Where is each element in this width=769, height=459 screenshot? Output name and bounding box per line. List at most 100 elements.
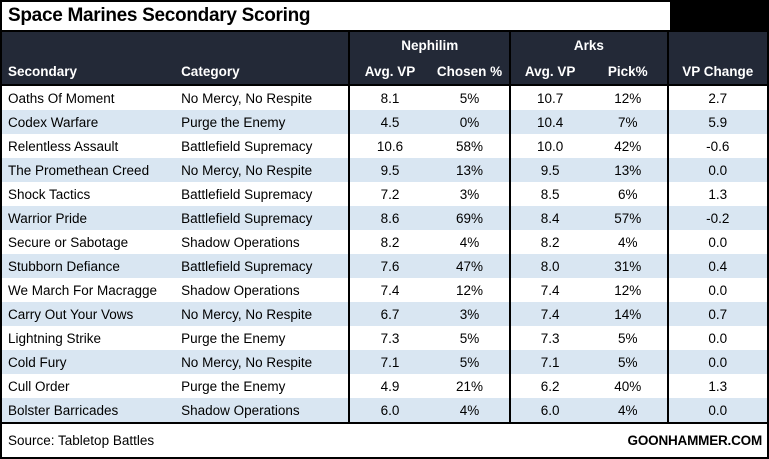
arks-avg-vp-cell: 6.0 — [509, 398, 589, 422]
table-row: Lightning Strike Purge the Enemy 7.3 5% 7.3 5… — [2, 326, 767, 350]
arks-avg-vp-cell: 8.2 — [509, 230, 589, 254]
column-header-neph-avg-vp: Avg. VP — [348, 58, 430, 84]
column-header-arks-avg-vp: Avg. VP — [509, 58, 589, 84]
vp-change-cell: 0.0 — [666, 326, 767, 350]
neph-chosen-cell: 5% — [459, 90, 480, 106]
column-header-category: Category — [181, 63, 240, 79]
group-header-spacer-right — [666, 32, 767, 58]
table-row: Shock Tactics Battlefield Supremacy 7.2 3% 8… — [2, 182, 767, 206]
neph-chosen-cell: 69% — [456, 210, 484, 226]
page-title: Space Marines Secondary Scoring — [8, 5, 311, 26]
table-row: Secure or Sabotage Shadow Operations 8.2 4%… — [2, 230, 767, 254]
table-row: Carry Out Your Vows No Mercy, No Respite 6… — [2, 302, 767, 326]
neph-chosen-cell: 5% — [459, 330, 480, 346]
arks-pick-cell: 57% — [614, 210, 642, 226]
neph-chosen-cell: 5% — [459, 354, 480, 370]
vp-change-cell: 1.3 — [666, 374, 767, 398]
vp-change-cell: 0.0 — [666, 230, 767, 254]
category-cell: Battlefield Supremacy — [181, 186, 313, 202]
vp-change-cell: 0.0 — [666, 350, 767, 374]
category-cell: Shadow Operations — [181, 282, 300, 298]
column-header-vp-change: VP Change — [666, 58, 767, 84]
secondary-cell: Shock Tactics — [8, 186, 91, 202]
neph-avg-vp-cell: 9.5 — [348, 158, 430, 182]
secondary-cell: Codex Warfare — [8, 114, 99, 130]
category-cell: Purge the Enemy — [181, 330, 286, 346]
category-cell: Shadow Operations — [181, 402, 300, 418]
neph-avg-vp-cell: 8.1 — [348, 86, 430, 110]
arks-pick-cell: 12% — [614, 282, 642, 298]
arks-avg-vp-cell: 9.5 — [509, 158, 589, 182]
arks-avg-vp-cell: 10.0 — [509, 134, 589, 158]
category-cell: Battlefield Supremacy — [181, 210, 313, 226]
table-row: Stubborn Defiance Battlefield Supremacy 7.… — [2, 254, 767, 278]
table-row: Relentless Assault Battlefield Supremacy 1… — [2, 134, 767, 158]
arks-avg-vp-cell: 10.4 — [509, 110, 589, 134]
secondary-cell: Stubborn Defiance — [8, 258, 120, 274]
arks-avg-vp-cell: 7.1 — [509, 350, 589, 374]
neph-chosen-cell: 13% — [456, 162, 484, 178]
neph-chosen-cell: 3% — [459, 186, 480, 202]
table-row: Codex Warfare Purge the Enemy 4.5 0% 10.4 7% 5… — [2, 110, 767, 134]
neph-avg-vp-cell: 6.0 — [348, 398, 430, 422]
arks-avg-vp-cell: 7.4 — [509, 278, 589, 302]
brand-label: GOONHAMMER.COM — [627, 433, 763, 448]
neph-avg-vp-cell: 7.6 — [348, 254, 430, 278]
table-row: The Promethean Creed No Mercy, No Respite… — [2, 158, 767, 182]
arks-avg-vp-cell: 8.5 — [509, 182, 589, 206]
table-row: We March For Macragge Shadow Operations 7.… — [2, 278, 767, 302]
column-header-secondary: Secondary — [8, 63, 78, 79]
arks-avg-vp-cell: 7.3 — [509, 326, 589, 350]
vp-change-cell: 2.7 — [666, 86, 767, 110]
arks-pick-cell: 4% — [617, 402, 638, 418]
table-row: Oaths Of Moment No Mercy, No Respite 8.1 5%… — [2, 86, 767, 110]
source-label: Source: Tabletop Battles — [8, 433, 155, 448]
category-cell: No Mercy, No Respite — [181, 354, 313, 370]
table-row: Warrior Pride Battlefield Supremacy 8.6 69%… — [2, 206, 767, 230]
secondary-cell: Relentless Assault — [8, 138, 119, 154]
vp-change-cell: 0.7 — [666, 302, 767, 326]
title-corner-block — [670, 2, 767, 30]
arks-pick-cell: 5% — [617, 354, 638, 370]
column-header-arks-pick: Pick% — [607, 63, 648, 79]
neph-avg-vp-cell: 8.6 — [348, 206, 430, 230]
category-cell: No Mercy, No Respite — [181, 306, 313, 322]
category-cell: Battlefield Supremacy — [181, 258, 313, 274]
table-row: Cull Order Purge the Enemy 4.9 21% 6.2 40% 1.3 — [2, 374, 767, 398]
table-body: Oaths Of Moment No Mercy, No Respite 8.1 5%… — [2, 86, 767, 422]
vp-change-cell: -0.2 — [666, 206, 767, 230]
arks-pick-cell: 4% — [617, 234, 638, 250]
neph-avg-vp-cell: 4.9 — [348, 374, 430, 398]
table-footer: Source: Tabletop Battles GOONHAMMER.COM — [2, 422, 767, 457]
vp-change-cell: 0.0 — [666, 278, 767, 302]
arks-pick-cell: 7% — [617, 114, 638, 130]
arks-pick-cell: 42% — [614, 138, 642, 154]
title-bar: Space Marines Secondary Scoring — [2, 2, 767, 32]
neph-avg-vp-cell: 4.5 — [348, 110, 430, 134]
neph-chosen-cell: 0% — [459, 114, 480, 130]
arks-pick-cell: 40% — [614, 378, 642, 394]
neph-chosen-cell: 4% — [459, 234, 480, 250]
group-header-spacer-left — [2, 32, 348, 58]
neph-chosen-cell: 4% — [459, 402, 480, 418]
secondary-cell: Cold Fury — [8, 354, 67, 370]
category-cell: Shadow Operations — [181, 234, 300, 250]
arks-avg-vp-cell: 8.4 — [509, 206, 589, 230]
arks-avg-vp-cell: 10.7 — [509, 86, 589, 110]
secondary-cell: Warrior Pride — [8, 210, 88, 226]
vp-change-cell: 0.0 — [666, 158, 767, 182]
table-row: Bolster Barricades Shadow Operations 6.0 4%… — [2, 398, 767, 422]
category-cell: Battlefield Supremacy — [181, 138, 313, 154]
neph-avg-vp-cell: 7.2 — [348, 182, 430, 206]
secondary-cell: Carry Out Your Vows — [8, 306, 134, 322]
neph-avg-vp-cell: 7.3 — [348, 326, 430, 350]
category-cell: No Mercy, No Respite — [181, 162, 313, 178]
neph-chosen-cell: 21% — [456, 378, 484, 394]
vp-change-cell: 5.9 — [666, 110, 767, 134]
vp-change-cell: -0.6 — [666, 134, 767, 158]
group-header-nephilim: Nephilim — [348, 32, 509, 58]
group-header-row: Nephilim Arks — [2, 32, 767, 58]
arks-pick-cell: 5% — [617, 330, 638, 346]
category-cell: No Mercy, No Respite — [181, 90, 313, 106]
